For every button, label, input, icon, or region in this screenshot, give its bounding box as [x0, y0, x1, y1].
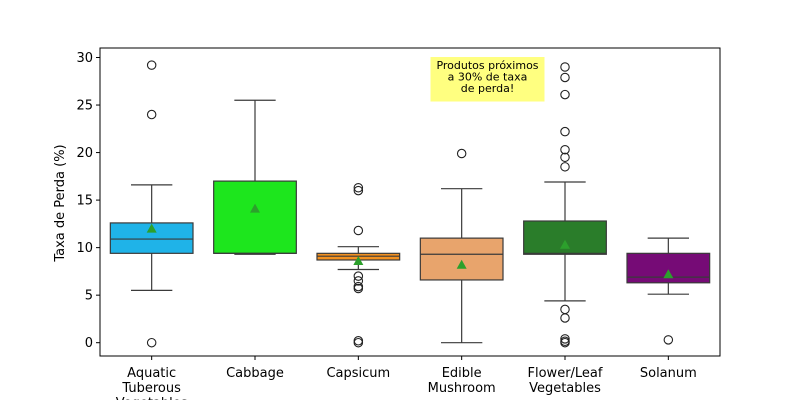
y-tick-label: 10 — [76, 241, 93, 256]
outlier-point — [560, 304, 570, 315]
x-tick-label: Edible — [442, 366, 482, 381]
box — [626, 252, 711, 284]
x-tick-label: Capsicum — [326, 366, 390, 381]
outlier-point — [353, 337, 364, 348]
outlier-point — [560, 62, 570, 72]
mean-marker — [250, 203, 260, 213]
outlier-point — [146, 109, 157, 120]
plot-frame — [99, 47, 721, 357]
outlier-point — [560, 144, 570, 155]
mean-marker — [560, 239, 570, 249]
annotation-text: Produtos próximos — [436, 59, 538, 72]
outlier-point — [560, 72, 570, 83]
mean-marker — [663, 269, 674, 279]
outlier-point — [353, 276, 364, 286]
outlier-point — [560, 126, 570, 137]
outlier-point — [560, 313, 570, 323]
y-axis-label: Taxa de Perda (%) — [53, 144, 68, 262]
mean-marker — [146, 223, 157, 233]
annotation-text: de perda! — [461, 82, 514, 95]
outlier-point — [560, 162, 570, 172]
annotation-text: a 30% de taxa — [448, 71, 528, 84]
mean-marker — [456, 259, 467, 269]
box — [419, 237, 504, 281]
x-tick-label: Flower/Leaf — [528, 366, 603, 381]
x-tick-label: Mushroom — [428, 381, 496, 396]
outlier-point — [560, 336, 570, 347]
box — [523, 220, 607, 255]
outlier-point — [560, 89, 570, 100]
outlier-point — [353, 281, 364, 292]
y-tick-label: 30 — [76, 51, 93, 66]
y-tick-label: 25 — [76, 99, 93, 114]
y-tick-label: 15 — [76, 194, 93, 209]
outlier-point — [663, 335, 674, 345]
x-tick-label: Vegetables — [529, 381, 601, 396]
x-tick-label: Vegetables — [116, 396, 188, 400]
outlier-point — [353, 225, 364, 236]
outlier-point — [560, 334, 570, 344]
x-tick-label: Solanum — [640, 366, 697, 381]
outlier-point — [353, 185, 364, 196]
x-tick-label: Tuberous — [121, 381, 181, 396]
outlier-point — [353, 336, 364, 346]
y-tick-label: 5 — [85, 289, 93, 304]
y-tick-label: 20 — [76, 146, 93, 161]
x-tick-label: Aquatic — [127, 366, 176, 381]
mean-marker — [353, 255, 364, 265]
annotation-box — [430, 57, 545, 102]
x-tick-label: Cabbage — [226, 366, 284, 381]
outlier-point — [456, 148, 467, 159]
y-tick-label: 0 — [85, 336, 93, 351]
outlier-point — [353, 271, 364, 281]
outlier-point — [146, 337, 157, 348]
outlier-point — [353, 182, 364, 193]
outlier-point — [560, 152, 570, 163]
outlier-point — [146, 60, 157, 70]
box — [213, 180, 297, 254]
